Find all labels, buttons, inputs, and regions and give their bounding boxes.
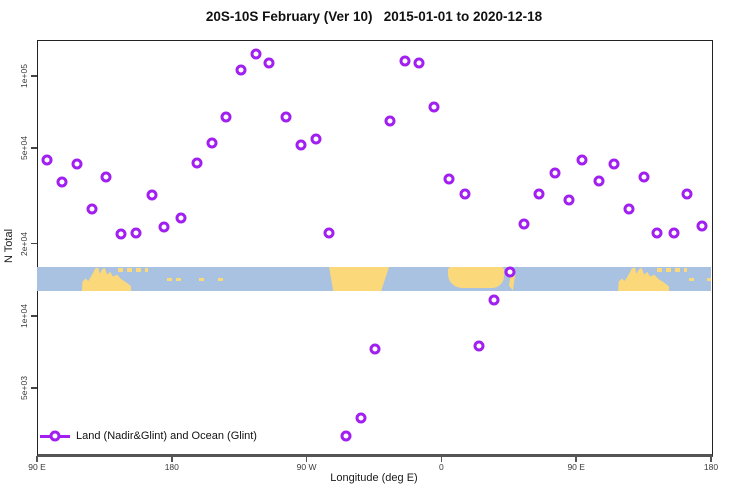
data-point <box>71 158 83 170</box>
land-ocean-map-strip <box>37 267 711 291</box>
x-tick-mark <box>575 456 577 462</box>
madagascar-land <box>508 268 516 291</box>
data-point <box>310 133 322 145</box>
x-tick-mark <box>305 456 308 462</box>
south-america-land <box>329 267 389 291</box>
data-point <box>668 227 680 239</box>
data-point <box>355 412 367 424</box>
x-axis-title: Longitude (deg E) <box>330 472 418 484</box>
data-point <box>191 157 203 169</box>
data-point <box>681 188 693 200</box>
data-point <box>413 57 425 69</box>
y-tick-label: 5e+03 <box>19 376 29 400</box>
fiji-islands <box>706 278 711 282</box>
x-tick-label: 180 <box>164 462 179 472</box>
data-point <box>608 158 620 170</box>
data-point <box>549 167 561 179</box>
data-point <box>295 139 307 151</box>
y-tick-label: 5e+04 <box>19 136 29 161</box>
x-tick-label: 90 E <box>28 462 46 472</box>
x-tick-label: 90 W <box>296 462 317 472</box>
data-point <box>593 175 605 187</box>
fiji-islands <box>167 278 174 282</box>
plot-area <box>37 40 713 457</box>
y-tick-label: 1e+04 <box>19 303 29 328</box>
data-point <box>384 115 396 127</box>
chart-title: 20S-10S February (Ver 10) 2015-01-01 to … <box>205 9 543 24</box>
data-point <box>323 227 335 239</box>
data-point <box>220 111 232 123</box>
data-point <box>100 171 112 183</box>
legend-label: Land (Nadir&Glint) and Ocean (Glint) <box>76 430 257 442</box>
data-point <box>563 194 575 206</box>
data-point <box>175 212 187 224</box>
africa-land <box>448 267 504 289</box>
cook-islands <box>198 278 205 282</box>
data-point <box>41 154 53 166</box>
data-point <box>340 430 352 442</box>
data-point <box>696 220 708 232</box>
x-tick-mark <box>710 456 712 462</box>
data-point <box>206 137 218 149</box>
y-tick-label: 2e+04 <box>19 231 29 256</box>
data-point <box>399 55 411 67</box>
data-point <box>280 111 292 123</box>
y-axis-title: N Total <box>3 228 15 264</box>
data-point <box>428 101 440 113</box>
new-caledonia-islands <box>688 278 695 282</box>
x-tick-mark <box>440 456 443 462</box>
data-point <box>638 171 650 183</box>
data-point <box>623 203 635 215</box>
data-point <box>86 203 98 215</box>
data-point <box>504 266 516 278</box>
png-solomon-islands <box>117 268 148 272</box>
data-point <box>115 228 127 240</box>
data-point <box>250 48 262 60</box>
y-tick-label: 1e+05 <box>19 64 29 88</box>
data-point <box>488 294 500 306</box>
y-tick-mark <box>31 75 37 77</box>
data-point <box>146 189 158 201</box>
data-point <box>651 227 663 239</box>
data-point <box>130 227 142 239</box>
x-tick-label: 180 <box>703 462 719 472</box>
samoa-islands <box>176 278 183 282</box>
y-tick-mark <box>31 147 37 149</box>
data-point <box>533 188 545 200</box>
data-point <box>369 343 381 355</box>
data-point <box>473 340 485 352</box>
x-tick-mark <box>171 456 173 462</box>
y-tick-mark <box>31 387 37 389</box>
data-point <box>158 221 170 233</box>
png-solomon-islands <box>657 268 688 272</box>
data-point <box>56 176 68 188</box>
tahiti-islands <box>218 278 223 282</box>
y-tick-mark <box>31 242 37 245</box>
legend-marker-icon <box>49 430 61 442</box>
x-tick-label: 0 <box>439 462 444 472</box>
data-point <box>518 218 530 230</box>
data-point <box>263 57 275 69</box>
data-point <box>576 154 588 166</box>
x-tick-label: 90 E <box>567 462 585 472</box>
x-tick-mark <box>36 456 38 462</box>
data-point <box>235 64 247 76</box>
y-tick-mark <box>31 315 37 317</box>
data-point <box>443 173 455 185</box>
data-point <box>459 188 471 200</box>
